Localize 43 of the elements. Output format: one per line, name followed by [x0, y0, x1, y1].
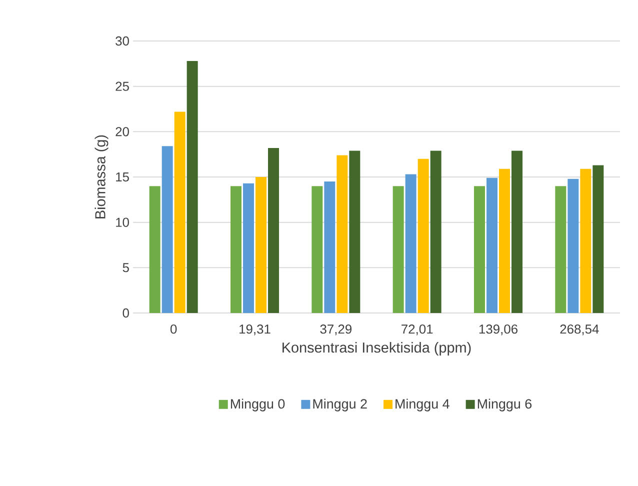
y-tick-label: 10 — [116, 218, 129, 227]
y-tick-label: 0 — [122, 308, 129, 318]
y-tick-label: 30 — [116, 36, 129, 46]
legend-label: Minggu 4 — [396, 398, 450, 412]
legend-label: Minggu 6 — [478, 398, 532, 412]
bar — [418, 158, 429, 313]
bar — [230, 186, 242, 313]
bar — [555, 186, 566, 313]
x-tick-label: 19,31 — [240, 324, 270, 336]
x-axis-title: Konsentrasi Insektisida (ppm) — [282, 342, 471, 356]
bar — [174, 112, 186, 313]
x-tick-label: 139,06 — [479, 324, 518, 336]
x-tick-label: 72,01 — [402, 324, 433, 336]
y-tick-label: 5 — [122, 263, 129, 272]
x-tick-label: 0 — [170, 324, 177, 334]
y-tick-label: 25 — [116, 82, 129, 91]
bar — [499, 168, 510, 313]
x-tick-label: 37,29 — [320, 324, 352, 336]
bar — [186, 60, 198, 313]
bar — [256, 176, 266, 313]
bar — [392, 186, 404, 313]
bar — [162, 146, 173, 313]
legend-label: Minggu 2 — [313, 398, 367, 412]
y-tick-label: 15 — [116, 172, 129, 182]
bar — [324, 182, 336, 313]
bar — [592, 165, 604, 313]
bar — [512, 150, 522, 313]
bar — [474, 186, 485, 313]
bar — [349, 150, 360, 313]
bar — [568, 178, 579, 313]
bar — [580, 168, 592, 313]
x-tick-label: 268,54 — [560, 324, 599, 336]
bar — [268, 148, 279, 313]
legend-label: Minggu 0 — [230, 398, 285, 412]
y-axis-title: Biomassa (g) — [94, 135, 108, 218]
bar — [405, 174, 416, 313]
bar — [486, 178, 498, 313]
bar — [243, 183, 254, 313]
y-tick-label: 20 — [116, 127, 129, 136]
bar — [336, 155, 348, 313]
bar — [312, 186, 323, 313]
bar — [149, 186, 160, 313]
bar — [430, 150, 442, 313]
